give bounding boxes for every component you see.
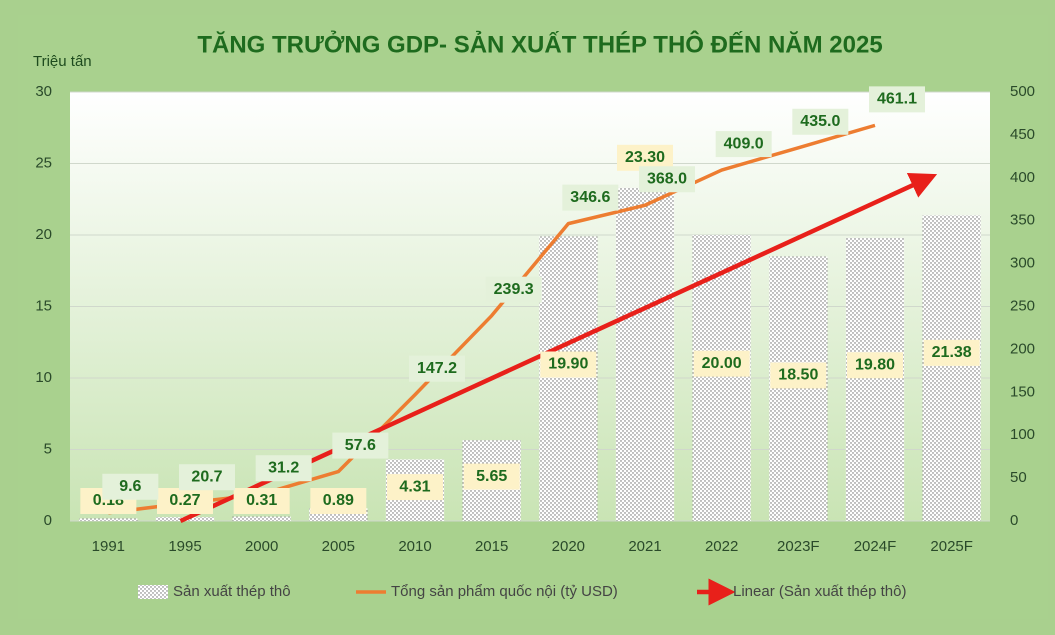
line-value-label: 409.0: [724, 135, 764, 152]
bar-value-label-bg: [923, 339, 980, 366]
bar-value-label: 19.80: [855, 356, 895, 373]
x-tick-label: 2021: [628, 538, 661, 555]
y2-tick-label: 50: [1010, 469, 1027, 486]
legend-label: Sản xuất thép thô: [173, 583, 291, 600]
y2-tick-label: 400: [1010, 169, 1035, 186]
y-tick-label: 0: [44, 512, 52, 529]
x-tick-label: 1991: [92, 538, 125, 555]
y2-tick-label: 350: [1010, 212, 1035, 229]
line-value-label-bg: [255, 455, 312, 482]
bar-value-label-bg: [540, 351, 597, 378]
y-tick-label: 15: [35, 297, 52, 314]
line-value-label: 9.6: [119, 478, 141, 495]
bar: [232, 516, 291, 521]
x-tick-label: 2005: [322, 538, 355, 555]
bar-value-label-bg: [387, 474, 443, 501]
bar: [79, 518, 138, 521]
bar-value-label: 23.30: [625, 149, 665, 166]
y2-tick-label: 0: [1010, 512, 1018, 529]
x-tick-label: 2024F: [854, 538, 897, 555]
bar-value-label: 0.27: [169, 492, 200, 509]
bar: [615, 187, 675, 521]
y-tick-label: 30: [35, 83, 52, 100]
bar-value-label-bg: [693, 350, 750, 377]
y2-tick-label: 200: [1010, 340, 1035, 357]
line-value-label-bg: [639, 166, 695, 193]
bar-value-label-bg: [233, 488, 290, 514]
line-value-label-bg: [332, 432, 389, 459]
x-tick-label: 2020: [552, 538, 585, 555]
bar-value-label-bg: [463, 463, 520, 490]
bar-value-label-bg: [310, 488, 367, 514]
bar-value-label: 19.90: [548, 356, 588, 373]
bar: [845, 237, 905, 522]
bar-value-label: 5.65: [476, 468, 507, 485]
bar-value-label: 0.89: [323, 492, 354, 509]
bar-value-label: 20.00: [702, 355, 742, 372]
line-value-label-bg: [102, 473, 159, 500]
y2-tick-label: 300: [1010, 255, 1035, 272]
x-tick-label: 1995: [168, 538, 201, 555]
bar: [692, 235, 751, 521]
y-tick-label: 10: [35, 369, 52, 386]
x-tick-label: 2000: [245, 538, 278, 555]
x-tick-label: 2025F: [930, 538, 973, 555]
line-value-label-bg: [715, 131, 772, 158]
line-value-label-bg: [179, 464, 235, 491]
bar-value-label: 18.50: [778, 367, 818, 384]
line-value-label: 57.6: [345, 437, 376, 454]
legend-label: Tổng sản phẩm quốc nội (tỷ USD): [391, 583, 618, 600]
line-value-label: 346.6: [570, 189, 610, 206]
bar-value-label-bg: [847, 352, 903, 379]
bar: [769, 256, 828, 521]
y-tick-label: 20: [35, 226, 52, 243]
y-tick-label: 5: [44, 440, 52, 457]
y2-tick-label: 100: [1010, 426, 1035, 443]
line-value-label: 461.1: [877, 91, 917, 108]
line-value-label: 239.3: [494, 281, 534, 298]
bar: [922, 215, 981, 522]
y2-tick-label: 250: [1010, 297, 1035, 314]
line-value-label: 368.0: [647, 170, 687, 187]
y2-tick-label: 450: [1010, 126, 1035, 143]
bar-value-label: 0.31: [246, 492, 277, 509]
bar-value-label: 21.38: [932, 344, 972, 361]
line-value-label-bg: [485, 276, 542, 303]
y-tick-label: 25: [35, 154, 52, 171]
line-value-label: 20.7: [191, 468, 222, 485]
legend-swatch: [138, 585, 168, 599]
line-value-label: 147.2: [417, 360, 457, 377]
bar-value-label-bg: [157, 488, 213, 514]
y-axis-label: Triệu tấn: [33, 53, 92, 70]
x-tick-label: 2015: [475, 538, 508, 555]
line-value-label: 435.0: [800, 113, 840, 130]
line-value-label: 31.2: [268, 459, 299, 476]
bar-value-label-bg: [770, 362, 827, 389]
x-tick-label: 2023F: [777, 538, 820, 555]
bar-value-label: 4.31: [399, 478, 430, 495]
line-value-label-bg: [869, 86, 925, 113]
line-value-label-bg: [562, 184, 619, 211]
legend-label: Linear (Sản xuất thép thô): [733, 583, 906, 600]
bar: [539, 236, 598, 521]
line-value-label-bg: [409, 355, 465, 382]
x-tick-label: 2010: [398, 538, 431, 555]
line-value-label-bg: [792, 108, 849, 135]
x-tick-label: 2022: [705, 538, 738, 555]
chart-title: TĂNG TRƯỞNG GDP- SẢN XUẤT THÉP THÔ ĐẾN N…: [197, 29, 882, 58]
y2-tick-label: 150: [1010, 383, 1035, 400]
y2-tick-label: 500: [1010, 83, 1035, 100]
